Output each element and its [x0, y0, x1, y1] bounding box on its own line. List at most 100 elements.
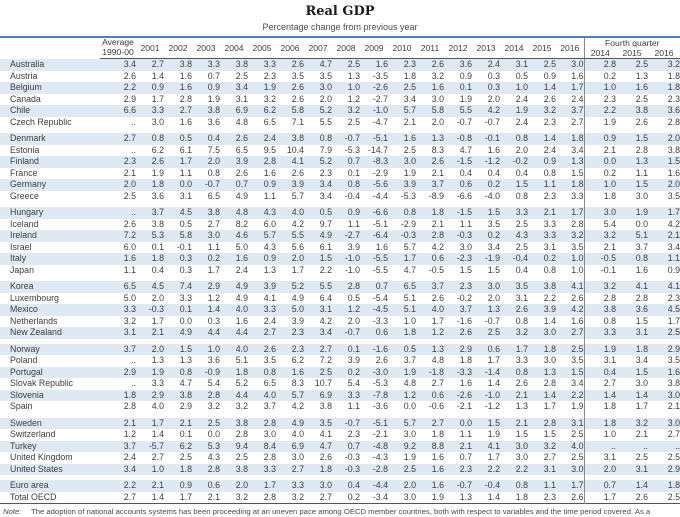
gdp-value-cell: 3.6	[207, 355, 220, 365]
gdp-value-cell: 5.7	[403, 417, 416, 428]
gdp-value-cell: 3.6	[207, 116, 220, 127]
gdp-value-cell: 0.9	[207, 82, 220, 92]
gdp-value-cell: 1.9	[487, 429, 500, 439]
gdp-value-cell: 1.6	[263, 167, 276, 178]
gdp-value-cell: 2.9	[459, 343, 472, 354]
gdp-value-cell: 1.6	[459, 378, 472, 388]
gdp-value-cell: 1.4	[487, 491, 500, 502]
gdp-value-cell: 3.5	[571, 241, 584, 252]
gdp-value-cell: 1.1	[347, 401, 360, 411]
gdp-value-cell: 1.3	[487, 304, 500, 314]
gdp-value-cell: 1.5	[487, 417, 500, 428]
gdp-q4-value-cell: ..	[583, 440, 616, 452]
country-label: Switzerland	[10, 429, 56, 439]
gdp-value-cell: 0.2	[347, 491, 360, 502]
gdp-value-cell: -1.2	[484, 401, 500, 411]
col-header-q4-2014: 2014	[583, 48, 616, 59]
gdp-value-cell: 5.4	[347, 378, 360, 388]
gdp-value-cell: 0.0	[403, 401, 416, 411]
gdp-value-cell: 1.4	[543, 389, 556, 400]
gdp-value-cell: 4.2	[319, 315, 332, 326]
gdp-value-cell: 6.1	[319, 241, 332, 252]
gdp-value-cell: -1.5	[456, 207, 472, 217]
gdp-value-cell: 2.8	[207, 463, 220, 474]
gdp-value-cell: ..	[131, 355, 136, 365]
table-row: Estonia.. 6.2 6.1 7.5 6.5 9.5 10.4 7.9 -5.3 -14.7…	[0, 144, 680, 156]
gdp-value-cell: 3.0	[151, 116, 164, 127]
group-spacer	[0, 475, 680, 480]
gdp-value-cell: 3.0	[403, 491, 416, 502]
table-row: Hungary.. 3.7 4.5 3.8 4.8 4.3 4.0 0.5 0.9 -6.6 0.8…	[0, 207, 680, 219]
gdp-value-cell: 0.9	[347, 207, 360, 217]
gdp-value-cell: 6.9	[291, 440, 304, 451]
col-header-2016: 2016	[556, 37, 584, 59]
gdp-value-cell: -5.7	[148, 440, 164, 451]
gdp-value-cell: 3.8	[207, 105, 220, 115]
gdp-value-cell: 1.1	[347, 218, 360, 229]
gdp-q4-value-cell: 1.4	[635, 389, 648, 400]
gdp-q4-value-cell: 3.0	[583, 207, 616, 219]
gdp-value-cell: 2.5	[487, 327, 500, 337]
gdp-value-cell: 1.3	[263, 264, 276, 275]
gdp-value-cell: 0.8	[543, 264, 556, 275]
gdp-q4-value-cell: 3.0	[635, 190, 648, 201]
gdp-value-cell: 2.0	[291, 253, 304, 263]
gdp-value-cell: 2.4	[571, 93, 584, 104]
gdp-value-cell: 8.3	[291, 378, 304, 388]
gdp-value-cell: 4.0	[235, 343, 248, 354]
gdp-value-cell: 3.5	[319, 417, 332, 428]
gdp-q4-value-cell: 2.5	[667, 491, 680, 502]
gdp-value-cell: 3.3	[291, 480, 304, 490]
table-row: Italy 1.6 1.8 0.3 0.2 1.6 0.9 2.0 1.5 -1.0 -5.5 1.7…	[0, 253, 680, 265]
gdp-q4-value-cell: 3.0	[667, 417, 680, 428]
gdp-value-cell: 4.9	[319, 230, 332, 240]
gdp-value-cell: 2.3	[291, 327, 304, 337]
gdp-value-cell: -6.6	[456, 190, 472, 201]
gdp-value-cell: 1.0	[571, 264, 584, 275]
gdp-q4-value-cell: 2.1	[667, 230, 680, 240]
gdp-value-cell: 3.1	[123, 327, 136, 337]
gdp-value-cell: 9.5	[263, 144, 276, 155]
gdp-value-cell: 3.4	[403, 93, 416, 104]
gdp-q4-value-cell: 0.8	[635, 253, 648, 263]
gdp-value-cell: 5.5	[459, 105, 472, 115]
gdp-value-cell: 5.0	[235, 241, 248, 252]
gdp-value-cell: -2.8	[372, 463, 388, 474]
col-header-average: Average 1990-00	[100, 37, 136, 59]
table-row: Spain 2.8 4.0 2.9 3.2 3.2 3.7 4.2 3.8 1.1 -3.6 0.0 -…	[0, 401, 680, 413]
average-line2: 1990-00	[102, 47, 134, 57]
gdp-value-cell: 0.3	[487, 82, 500, 92]
gdp-value-cell: -4.8	[372, 440, 388, 451]
gdp-value-cell: 2.0	[123, 179, 136, 189]
gdp-value-cell: -6.6	[372, 207, 388, 217]
gdp-value-cell: 3.8	[235, 417, 248, 428]
gdp-q4-value-cell: 0.8	[583, 315, 616, 327]
gdp-value-cell: 2.5	[207, 417, 220, 428]
gdp-value-cell: 0.9	[179, 480, 192, 490]
gdp-q4-value-cell: 4.2	[667, 218, 680, 229]
gdp-value-cell: 1.5	[179, 343, 192, 354]
gdp-q4-value-cell: 2.3	[583, 93, 616, 105]
gdp-value-cell: 2.6	[291, 167, 304, 178]
gdp-q4-value-cell: 1.8	[635, 343, 648, 354]
gdp-value-cell: 0.8	[515, 190, 528, 201]
gdp-value-cell: 1.1	[179, 167, 192, 178]
gdp-value-cell: 1.6	[431, 452, 444, 462]
gdp-value-cell: 1.0	[403, 315, 416, 326]
gdp-value-cell: 3.0	[319, 82, 332, 92]
table-row: Norway 3.7 2.0 1.5 1.0 4.0 2.6 2.3 2.7 0.1 -1.6 0.5…	[0, 343, 680, 355]
gdp-value-cell: 3.1	[543, 463, 556, 474]
gdp-value-cell: 3.1	[319, 304, 332, 314]
gdp-value-cell: 0.9	[151, 82, 164, 92]
gdp-value-cell: -5.6	[372, 179, 388, 189]
gdp-value-cell: 2.5	[235, 452, 248, 462]
country-label: Austria	[10, 70, 38, 81]
gdp-value-cell: 3.9	[543, 304, 556, 314]
gdp-value-cell: 1.0	[347, 82, 360, 92]
gdp-value-cell: -1.0	[372, 105, 388, 115]
gdp-value-cell: 1.9	[571, 401, 584, 411]
gdp-value-cell: 2.6	[123, 70, 136, 81]
gdp-value-cell: 2.6	[151, 156, 164, 166]
gdp-value-cell: 1.6	[403, 133, 416, 143]
gdp-value-cell: 1.6	[123, 253, 136, 263]
